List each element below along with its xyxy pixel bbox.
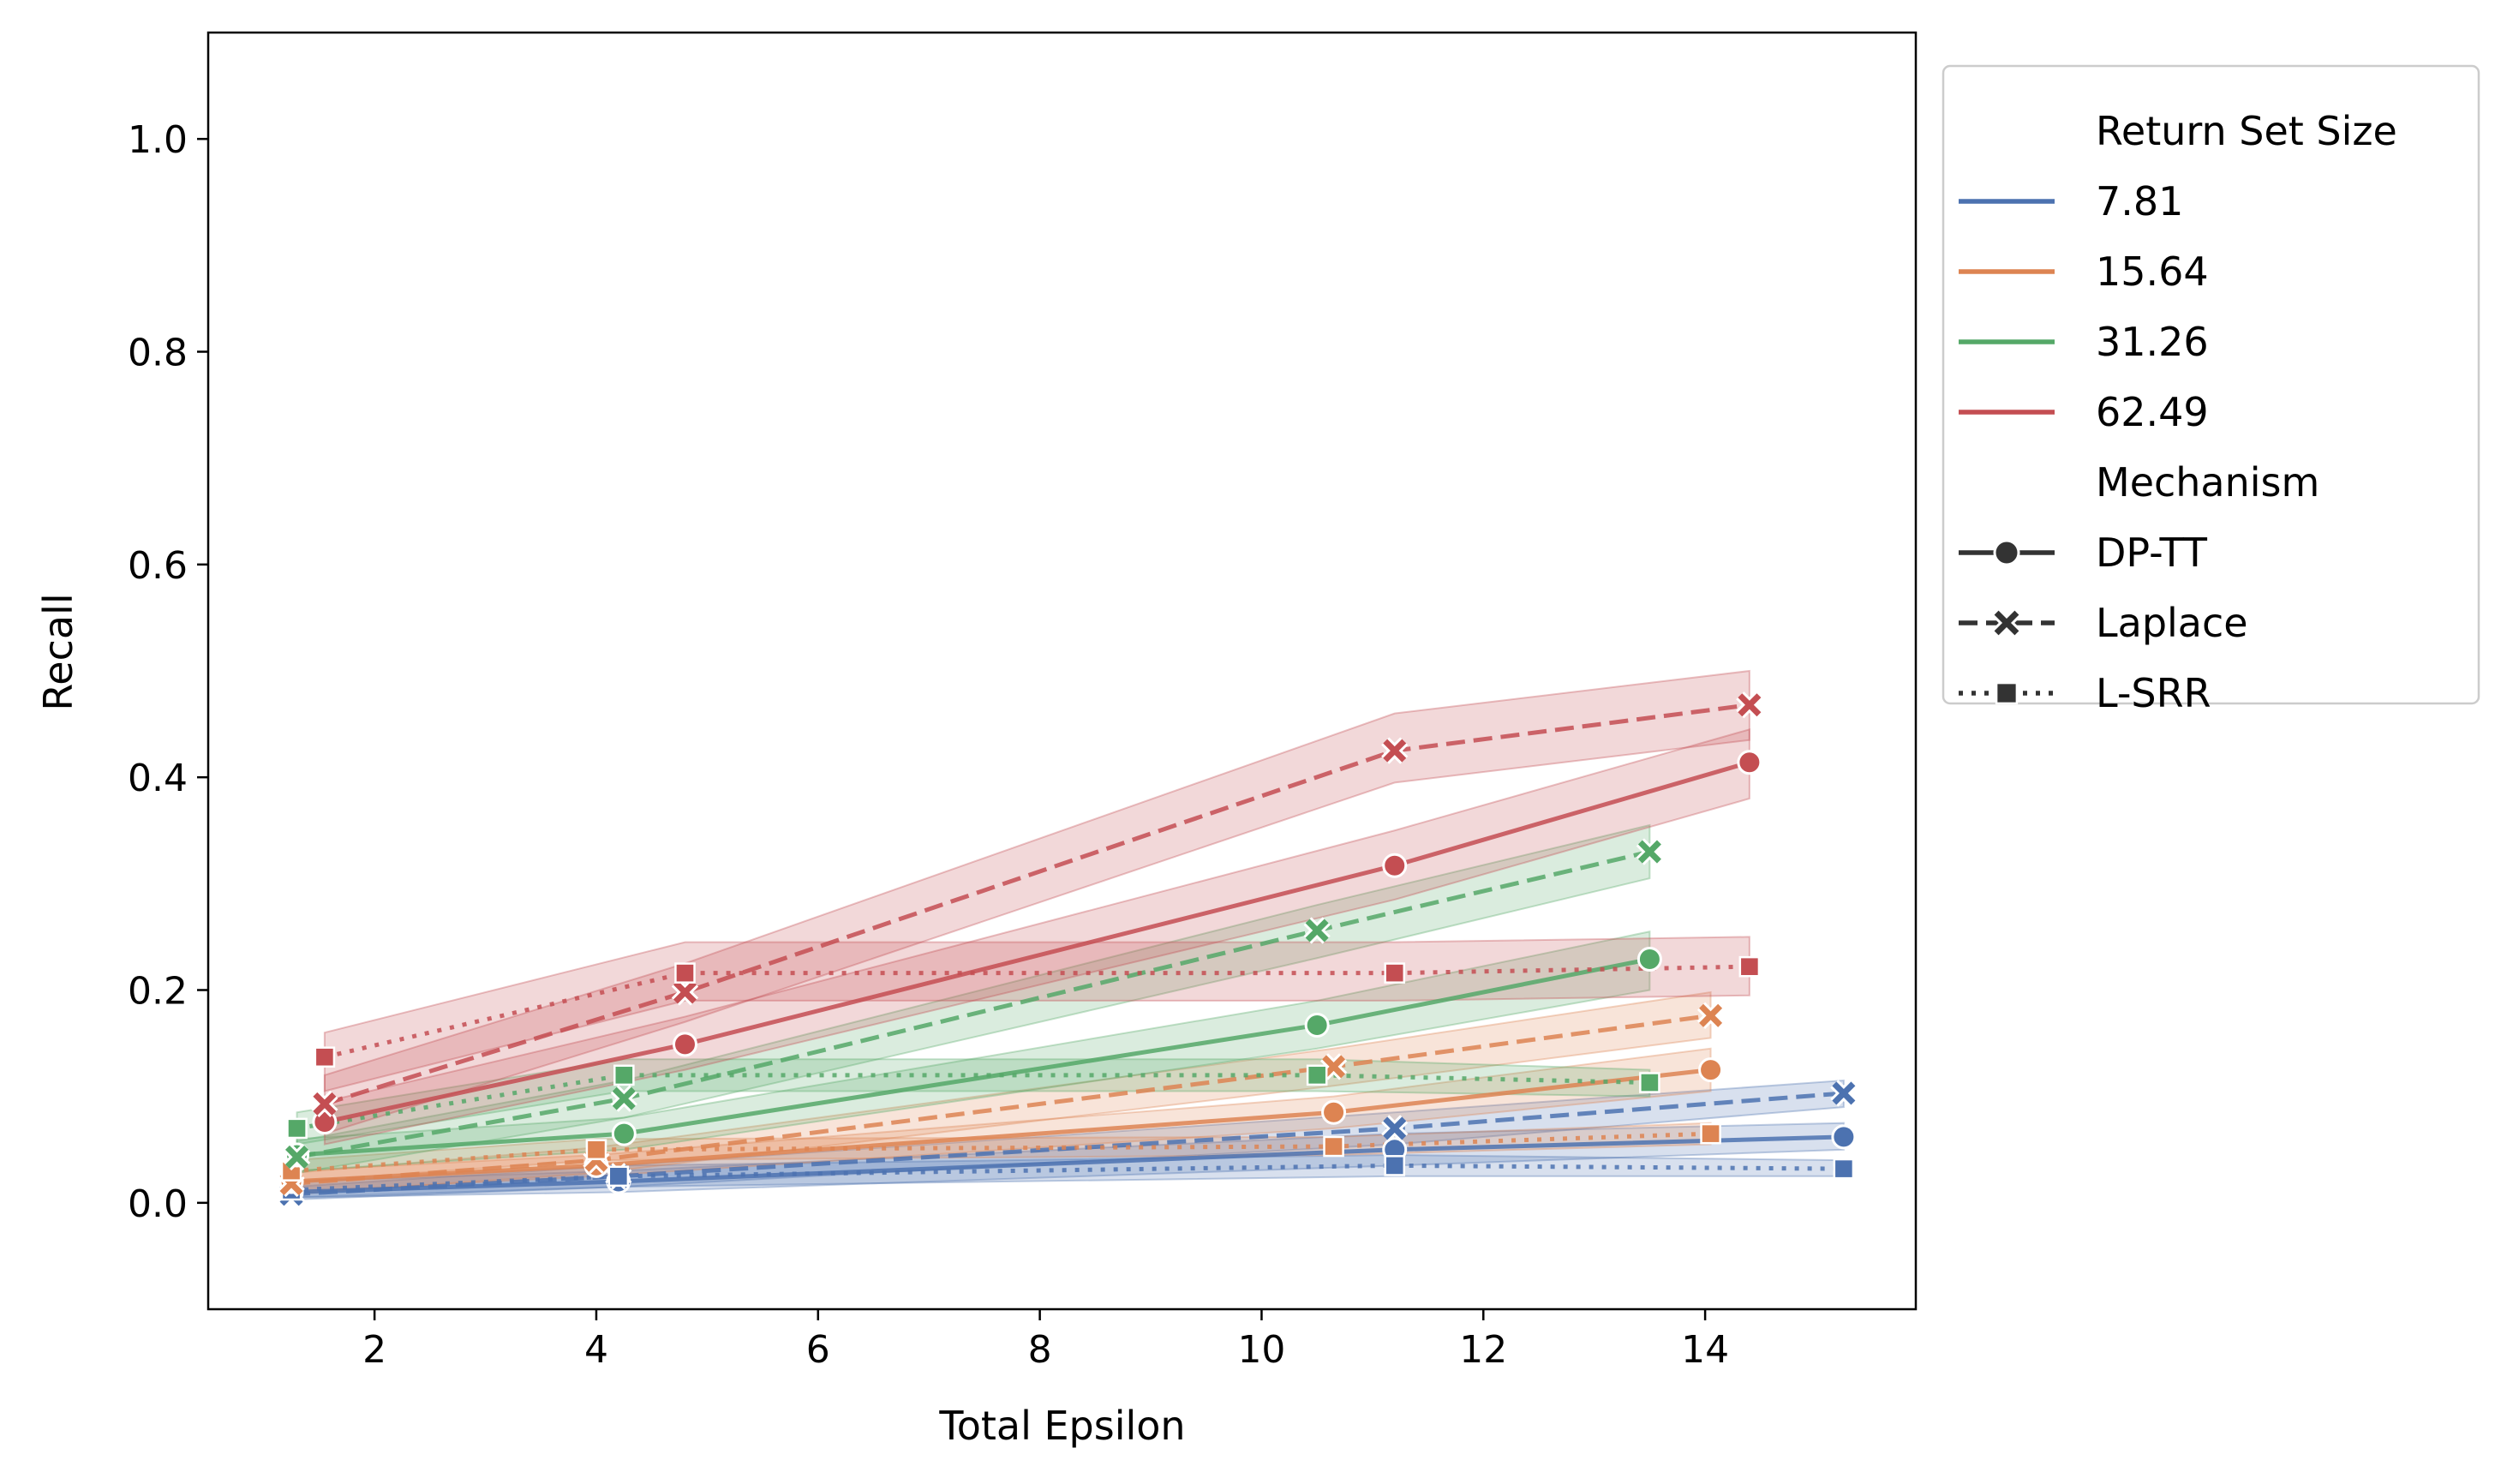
y-tick-label: 0.8 (128, 332, 188, 375)
x-tick-label: 14 (1681, 1328, 1729, 1372)
x-tick-label: 8 (1028, 1328, 1052, 1372)
x-tick-label: 4 (584, 1328, 608, 1372)
legend-label-dp-tt: DP-TT (2096, 530, 2208, 576)
legend-label-15-64: 15.64 (2096, 248, 2209, 295)
data-point-laplace-7-81 (1383, 1116, 1407, 1140)
data-point-l-srr-15-64 (1323, 1135, 1344, 1158)
data-point-l-srr-7-81 (1384, 1155, 1406, 1176)
data-point-dp-tt-62-49 (1382, 853, 1408, 878)
y-tick-label: 0.0 (128, 1182, 188, 1226)
data-point-dp-tt-62-49 (672, 1032, 697, 1057)
data-point-l-srr-62-49 (674, 962, 696, 984)
x-axis-label: Total Epsilon (938, 1403, 1185, 1449)
data-point-laplace-7-81 (1832, 1081, 1856, 1105)
series-line-laplace-62-49 (324, 703, 1750, 1106)
y-tick-label: 0.4 (128, 757, 188, 800)
data-point-l-srr-62-49 (1384, 962, 1406, 984)
series-line-dp-tt-31-26 (296, 957, 1650, 1158)
legend-hue-title: Return Set Size (2096, 108, 2397, 154)
data-point-l-srr-31-26 (1639, 1072, 1660, 1093)
data-point-dp-tt-62-49 (1737, 750, 1762, 775)
legend-label-62-49: 62.49 (2096, 389, 2209, 435)
data-point-laplace-62-49 (1738, 693, 1762, 717)
data-point-l-srr-62-49 (1738, 955, 1761, 978)
data-point-dp-tt-15-64 (1698, 1057, 1724, 1083)
data-point-l-srr-31-26 (286, 1117, 308, 1140)
band-laplace-31-26 (296, 823, 1651, 1175)
data-point-l-srr-15-64 (1700, 1122, 1721, 1145)
data-point-l-srr-15-64 (585, 1139, 607, 1161)
x-tick-label: 10 (1237, 1328, 1285, 1372)
legend-style-title: Mechanism (2096, 459, 2319, 506)
data-point-laplace-31-26 (1637, 840, 1661, 864)
data-point-dp-tt-31-26 (611, 1121, 637, 1146)
data-point-laplace-62-49 (673, 980, 697, 1004)
series-markers (278, 691, 1858, 1208)
legend-label-laplace: Laplace (2096, 600, 2248, 646)
data-point-dp-tt-15-64 (1321, 1099, 1347, 1125)
y-tick-label: 0.2 (128, 970, 188, 1014)
x-tick-label: 6 (806, 1328, 830, 1372)
data-point-dp-tt-7-81 (1831, 1124, 1857, 1150)
data-point-laplace-62-49 (313, 1092, 337, 1116)
data-point-l-srr-31-26 (1306, 1064, 1328, 1086)
series-line-laplace-7-81 (290, 1091, 1845, 1197)
series-line-laplace-15-64 (290, 1013, 1711, 1186)
legend: Return Set Size 7.81 15.64 31.26 62.49 Mechan… (1942, 64, 2480, 716)
data-point-laplace-15-64 (1699, 1003, 1723, 1027)
data-point-laplace-31-26 (612, 1086, 636, 1110)
x-tick-label: 12 (1459, 1328, 1507, 1372)
axes: 2 4 6 8 10 12 14 0.0 0.2 0.4 0.6 0.8 1.0 (128, 31, 1918, 1372)
series-line-dp-tt-62-49 (324, 760, 1750, 1124)
data-point-l-srr-31-26 (613, 1064, 635, 1086)
series-line-dp-tt-7-81 (290, 1134, 1844, 1194)
legend-marker-dp-tt (1993, 539, 2020, 566)
legend-label-7-81: 7.81 (2096, 178, 2183, 224)
legend-label-l-srr: L-SRR (2096, 670, 2211, 716)
data-point-dp-tt-31-26 (1304, 1012, 1330, 1038)
data-point-l-srr-7-81 (1833, 1158, 1855, 1180)
plot-frame (206, 31, 1918, 1311)
data-point-laplace-31-26 (285, 1145, 309, 1169)
legend-label-31-26: 31.26 (2096, 319, 2209, 365)
data-point-dp-tt-31-26 (1636, 946, 1662, 972)
band-laplace-7-81 (290, 1079, 1845, 1201)
x-tick-label: 2 (362, 1328, 386, 1372)
data-point-l-srr-62-49 (314, 1046, 336, 1068)
legend-marker-laplace (1994, 610, 2019, 636)
y-tick-label: 1.0 (128, 118, 188, 162)
series-line-laplace-31-26 (296, 849, 1650, 1159)
data-point-laplace-31-26 (1305, 919, 1329, 942)
data-point-l-srr-7-81 (607, 1165, 630, 1188)
y-axis-label: Recall (35, 593, 81, 710)
legend-marker-l-srr (1995, 681, 2019, 705)
series-lines (290, 703, 1845, 1197)
data-point-laplace-62-49 (1383, 739, 1407, 763)
legend-box (1942, 64, 2480, 705)
y-tick-label: 0.6 (128, 544, 188, 588)
